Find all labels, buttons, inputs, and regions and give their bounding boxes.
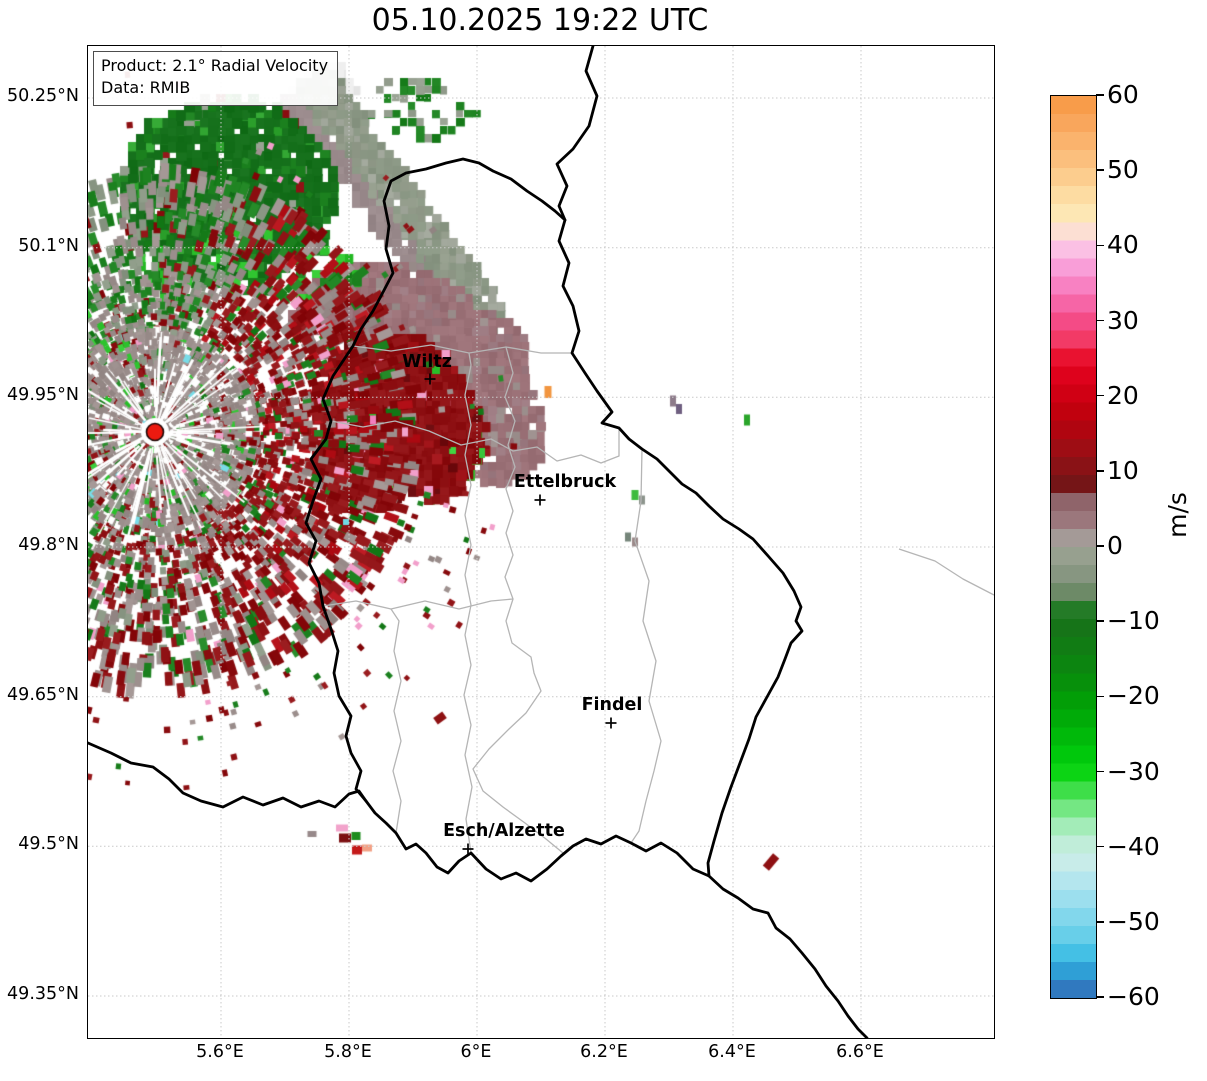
- lon-tick-label: 5.6°E: [196, 1042, 244, 1062]
- colorbar-tick: [1096, 94, 1104, 96]
- colorbar-tick-label: 0: [1107, 531, 1123, 560]
- city-marker: [605, 717, 617, 729]
- colorbar-tick: [1096, 695, 1104, 698]
- colorbar-tick: [1096, 545, 1104, 547]
- map-plot-area: Wiltz Ettelbruck Findel Esch/Alzette Produc…: [87, 45, 995, 1039]
- colorbar: [1050, 95, 1097, 999]
- colorbar-gradient: [1051, 96, 1096, 998]
- lat-tick-label: 49.95°N: [7, 385, 79, 406]
- product-info-box: Product: 2.1° Radial Velocity Data: RMIB: [93, 51, 339, 106]
- colorbar-tick-label: 50: [1107, 155, 1139, 185]
- country-borders: [88, 46, 869, 1038]
- lon-tick-label: 6.2°E: [580, 1042, 628, 1062]
- colorbar-tick: [1096, 845, 1104, 848]
- colorbar-tick: [1096, 620, 1104, 622]
- colorbar-tick-label: 60: [1107, 80, 1139, 109]
- gridlines: [88, 46, 994, 1038]
- colorbar-tick-label: −30: [1107, 756, 1160, 786]
- colorbar-tick-label: −50: [1107, 906, 1160, 936]
- lat-tick-label: 49.65°N: [7, 684, 79, 705]
- colorbar-tick: [1096, 470, 1104, 472]
- colorbar-tick: [1096, 169, 1104, 171]
- colorbar-unit-label: m/s: [1163, 492, 1192, 538]
- lat-tick-label: 49.5°N: [18, 834, 79, 855]
- lon-tick-label: 6.4°E: [708, 1042, 756, 1062]
- lon-tick-label: 5.8°E: [324, 1042, 372, 1062]
- lat-tick-label: 49.35°N: [7, 984, 79, 1004]
- product-label: Product: 2.1° Radial Velocity: [101, 56, 329, 75]
- city-marker: [424, 373, 436, 385]
- colorbar-tick-label: −10: [1107, 606, 1160, 636]
- city-label: Wiltz: [402, 352, 452, 372]
- colorbar-tick: [1096, 319, 1104, 322]
- city-label: Esch/Alzette: [443, 821, 565, 841]
- lat-tick-label: 50.1°N: [18, 235, 79, 256]
- colorbar-tick-label: 10: [1107, 455, 1139, 485]
- colorbar-tick: [1096, 244, 1104, 247]
- colorbar-tick-label: 30: [1107, 305, 1139, 335]
- colorbar-tick: [1096, 394, 1104, 397]
- lon-tick-label: 6.6°E: [836, 1042, 884, 1062]
- colorbar-tick-label: 40: [1107, 230, 1139, 260]
- colorbar-tick: [1096, 996, 1104, 998]
- colorbar-tick-label: −60: [1107, 982, 1160, 1011]
- city-label: Findel: [582, 695, 643, 715]
- city-marker: [462, 843, 474, 855]
- lat-tick-label: 50.25°N: [7, 86, 79, 106]
- city-marker: [534, 494, 546, 506]
- canton-borders: [322, 344, 994, 854]
- lat-tick-label: 49.8°N: [18, 535, 79, 555]
- city-labels: Wiltz Ettelbruck Findel Esch/Alzette: [402, 352, 642, 855]
- city-label: Ettelbruck: [514, 472, 617, 492]
- colorbar-tick: [1096, 921, 1104, 923]
- colorbar-tick-label: −20: [1107, 681, 1160, 711]
- map-overlay: Wiltz Ettelbruck Findel Esch/Alzette: [88, 46, 994, 1038]
- data-source-label: Data: RMIB: [101, 78, 191, 98]
- figure-title: 05.10.2025 19:22 UTC: [371, 3, 709, 38]
- lon-tick-label: 6°E: [460, 1042, 492, 1062]
- colorbar-tick: [1096, 770, 1104, 773]
- colorbar-tick-label: 20: [1107, 380, 1139, 410]
- colorbar-tick-label: −40: [1107, 831, 1160, 861]
